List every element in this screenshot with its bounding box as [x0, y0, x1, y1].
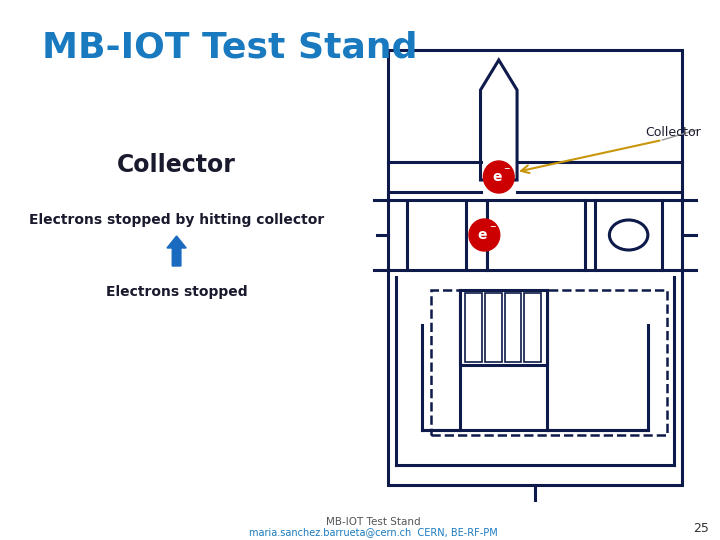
Bar — [408, 200, 466, 270]
Text: ⁻: ⁻ — [503, 165, 510, 179]
Text: MB-IOT Test Stand: MB-IOT Test Stand — [42, 30, 418, 64]
Bar — [595, 200, 662, 270]
Text: Electrons stopped by hitting collector: Electrons stopped by hitting collector — [29, 213, 324, 227]
Circle shape — [483, 161, 514, 193]
Text: Collector: Collector — [117, 153, 236, 177]
FancyArrow shape — [167, 236, 186, 266]
Bar — [431, 290, 667, 435]
Ellipse shape — [609, 220, 648, 250]
Text: MB-IOT Test Stand: MB-IOT Test Stand — [326, 517, 421, 527]
Text: e: e — [477, 228, 487, 242]
Bar — [460, 290, 547, 365]
Circle shape — [469, 219, 500, 251]
Bar — [388, 50, 682, 485]
Polygon shape — [480, 60, 517, 180]
Text: Electrons stopped: Electrons stopped — [106, 285, 248, 299]
Bar — [505, 293, 521, 362]
Bar — [465, 293, 482, 362]
Bar — [487, 200, 585, 270]
Text: ⁻: ⁻ — [489, 224, 495, 237]
Text: maria.sanchez.barrueta@cern.ch  CERN, BE-RF-PM: maria.sanchez.barrueta@cern.ch CERN, BE-… — [249, 527, 498, 537]
Bar — [485, 293, 502, 362]
Text: 25: 25 — [693, 522, 708, 535]
Text: e: e — [492, 170, 502, 184]
Bar — [524, 293, 541, 362]
Text: Collector: Collector — [645, 125, 701, 138]
